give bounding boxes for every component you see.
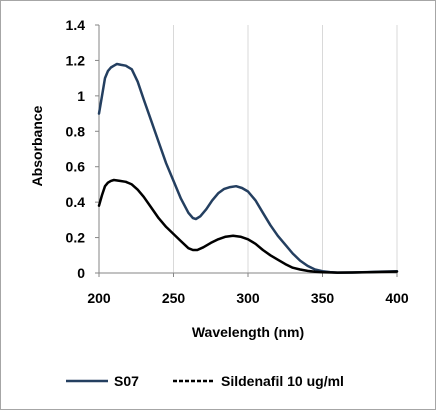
x-axis-title: Wavelength (nm) — [192, 324, 304, 340]
series-line-sildenafil — [97, 178, 399, 274]
x-tick-label: 300 — [236, 290, 260, 306]
y-tick-label: 0.8 — [66, 123, 86, 139]
x-tick-label: 200 — [87, 290, 111, 306]
x-tick-label: 400 — [385, 290, 409, 306]
y-tick-label: 1.2 — [66, 52, 86, 68]
series-layer — [97, 62, 399, 274]
grid-layer — [173, 25, 398, 273]
y-tick-label: 0.2 — [66, 230, 86, 246]
y-tick-label: 0.6 — [66, 159, 86, 175]
legend-label-sildenafil: Sildenafil 10 ug/ml — [221, 373, 344, 389]
x-tick-label: 250 — [162, 290, 186, 306]
tick-label-layer: 0 0.2 0.4 0.6 0.8 1 1.2 1.4 200 250 300 350 400 — [66, 17, 409, 306]
y-tick-label: 0 — [77, 265, 85, 281]
legend-label-s07: S07 — [114, 373, 139, 389]
x-tick-label: 350 — [311, 290, 335, 306]
y-tick-label: 0.4 — [66, 194, 86, 210]
y-tick-label: 1 — [77, 88, 85, 104]
series-line-s07 — [97, 62, 399, 274]
legend: S07 Sildenafil 10 ug/ml — [66, 373, 344, 389]
y-axis-title: Absorbance — [29, 105, 45, 186]
y-tick-label: 1.4 — [66, 17, 86, 33]
